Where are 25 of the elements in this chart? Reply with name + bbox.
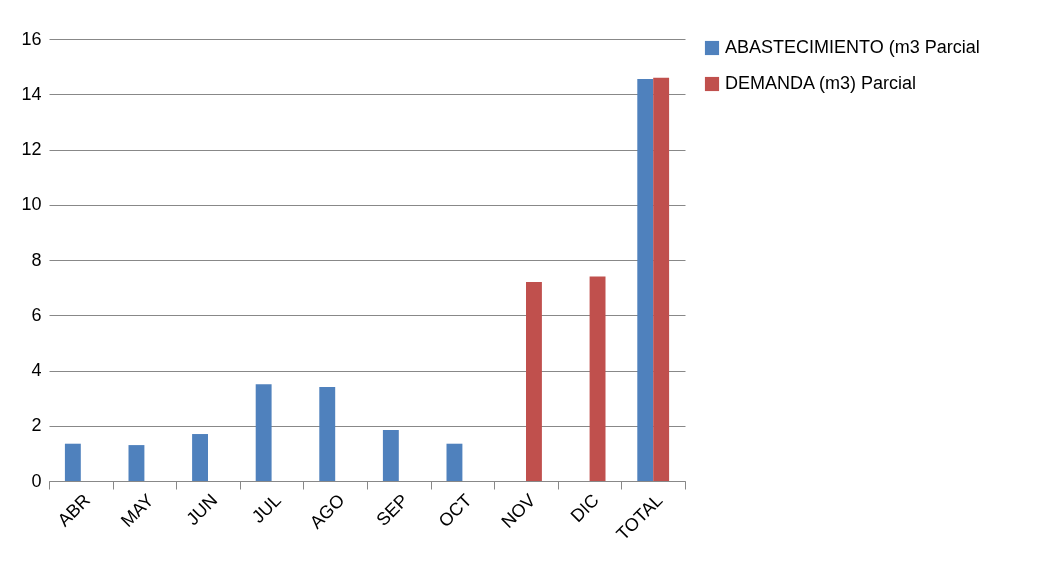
bar: [653, 77, 670, 481]
y-tick-label: 8: [31, 249, 42, 270]
y-tick-label: 10: [21, 194, 42, 215]
y-tick-label: 4: [31, 360, 42, 380]
bar: [382, 429, 399, 481]
y-tick-label: 12: [21, 139, 42, 159]
bar: [319, 387, 336, 481]
bar: [255, 384, 272, 481]
bar: [192, 434, 208, 481]
y-tick-label: 0: [31, 470, 42, 491]
legend-label: ABASTECIMIENTO (m3 Parcial: [725, 37, 980, 57]
bar: [446, 443, 463, 481]
x-tick-label: JUL: [248, 490, 285, 527]
y-tick-label: 2: [31, 415, 42, 436]
bar: [589, 276, 606, 481]
bar: [128, 445, 145, 481]
bar: [64, 443, 81, 481]
x-tick-label: DIC: [566, 490, 603, 527]
y-tick-label: 14: [21, 83, 42, 104]
y-tick-label: 16: [21, 28, 42, 49]
legend-label: DEMANDA (m3) Parcial: [725, 73, 917, 93]
y-tick-label: 6: [31, 304, 42, 325]
bar: [526, 282, 542, 481]
bar: [637, 79, 654, 481]
x-tick-label: SEP: [372, 490, 413, 530]
